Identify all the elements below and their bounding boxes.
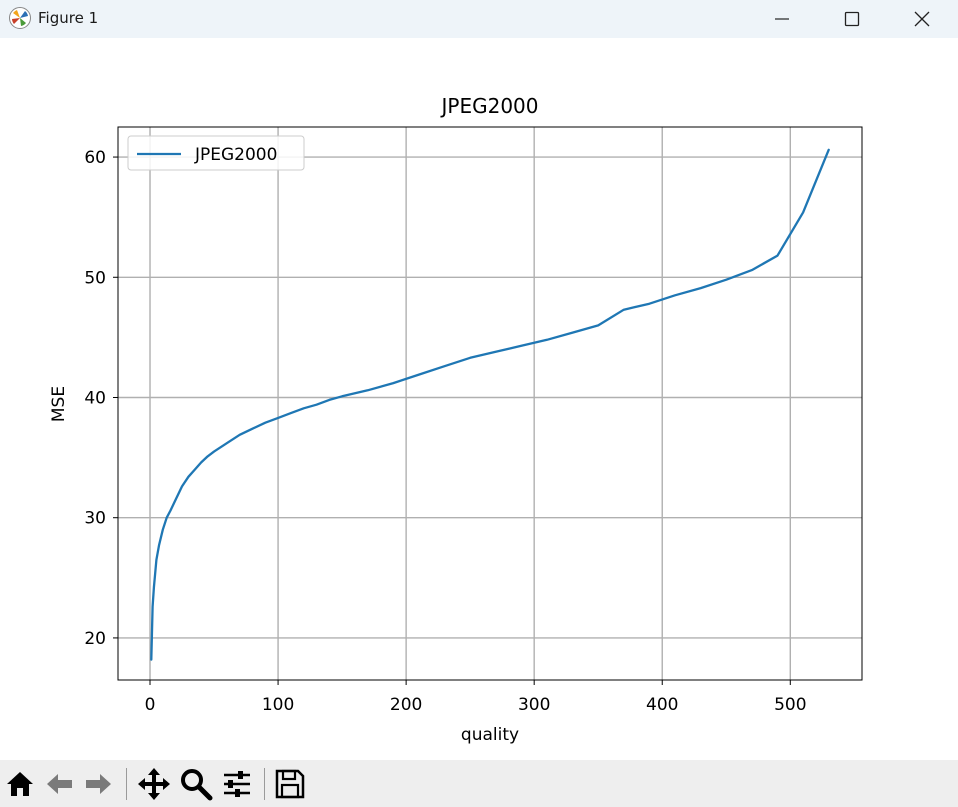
- configure-subplots-icon: [224, 771, 250, 797]
- maximize-button[interactable]: [818, 0, 886, 38]
- matplotlib-logo-icon: [9, 7, 31, 29]
- x-tick-label: 100: [262, 695, 294, 715]
- minimize-icon: [775, 18, 789, 20]
- save-button[interactable]: [272, 766, 308, 802]
- back-button[interactable]: [42, 766, 78, 802]
- series-group: [150, 148, 830, 661]
- x-axis: 0 100 200 300 400 500: [145, 680, 807, 715]
- zoom-button[interactable]: [178, 766, 214, 802]
- y-axis-label: MSE: [49, 386, 69, 422]
- back-icon: [47, 774, 72, 794]
- minimize-button[interactable]: [748, 0, 816, 38]
- x-tick-label: 400: [646, 695, 678, 715]
- y-tick-label: 30: [84, 509, 106, 529]
- configure-subplots-button[interactable]: [219, 766, 255, 802]
- x-axis-label: quality: [461, 725, 519, 745]
- toolbar-separator: [264, 768, 265, 800]
- y-tick-label: 60: [84, 148, 106, 168]
- forward-icon: [86, 774, 111, 794]
- series-line-jpeg2000: [150, 148, 830, 661]
- legend-box: [127, 135, 305, 171]
- axes-frame: [117, 126, 863, 681]
- window-titlebar: Figure 1: [0, 0, 958, 38]
- x-tick-label: 200: [390, 695, 422, 715]
- forward-button[interactable]: [80, 766, 116, 802]
- home-icon: [7, 772, 33, 796]
- zoom-icon: [181, 769, 213, 801]
- x-tick-label: 500: [774, 695, 806, 715]
- y-axis: 20 30 40 50 60: [84, 148, 118, 649]
- navigation-toolbar: [0, 760, 958, 807]
- x-tick-label: 0: [145, 695, 156, 715]
- chart: 0 100 200 300 400 500 20 30 40 50 60 JPEG2000 qua…: [49, 94, 863, 745]
- pan-button[interactable]: [136, 766, 172, 802]
- y-tick-label: 50: [84, 268, 106, 288]
- close-icon: [914, 11, 930, 27]
- close-button[interactable]: [888, 0, 956, 38]
- x-tick-label: 300: [518, 695, 550, 715]
- figure-canvas[interactable]: 0 100 200 300 400 500 20 30 40 50 60 JPEG2000 qua…: [0, 38, 958, 760]
- legend: JPEG2000: [127, 135, 305, 171]
- save-icon: [275, 769, 305, 799]
- home-button[interactable]: [2, 766, 38, 802]
- pan-icon: [138, 768, 170, 800]
- toolbar-separator: [126, 768, 127, 800]
- y-tick-label: 20: [84, 629, 106, 649]
- grid-lines: [118, 127, 862, 680]
- legend-label: JPEG2000: [194, 145, 277, 165]
- window-title: Figure 1: [38, 9, 99, 27]
- maximize-icon: [844, 11, 860, 27]
- y-tick-label: 40: [84, 388, 106, 408]
- chart-title: JPEG2000: [440, 94, 539, 118]
